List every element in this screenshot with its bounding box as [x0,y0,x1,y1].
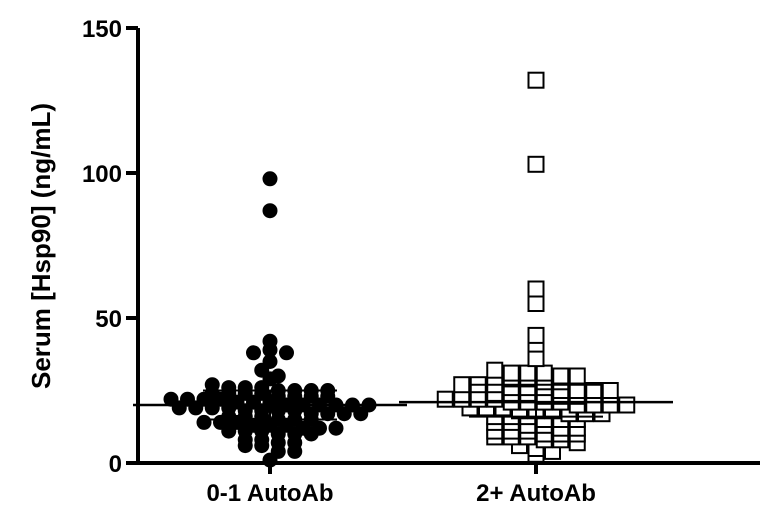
data-point [527,155,545,173]
data-point [453,390,471,408]
data-point [585,396,603,414]
data-point [601,396,619,414]
data-points [163,71,636,468]
data-point [262,203,278,219]
data-point [246,345,261,361]
mean-error-bars [133,383,673,421]
data-point [552,367,570,385]
data-point [486,361,504,379]
data-point [180,391,195,407]
data-point [469,390,487,408]
data-point [279,345,294,361]
y-tick-label: 150 [82,16,122,43]
data-point [618,396,636,414]
x-tick-label: 0-1 AutoAb [206,480,333,506]
data-point [262,333,278,349]
data-point [221,380,237,396]
data-point [270,368,286,384]
x-tick-label: 2+ AutoAb [476,480,596,506]
data-point [237,380,253,396]
data-point [601,382,619,399]
data-point [519,364,537,382]
y-tick-label: 100 [82,161,122,188]
data-point [527,280,545,298]
y-tick-label: 50 [95,306,122,333]
data-point [535,364,553,382]
data-point [568,367,586,385]
data-point [436,390,454,408]
data-point [262,171,278,187]
data-point [527,295,545,312]
data-point [527,350,545,368]
data-point [163,391,179,407]
data-point [527,326,545,344]
y-axis-title: Serum [Hsp90] (ng/mL) [26,103,56,389]
data-point [453,376,471,394]
data-point [527,71,545,89]
axes: 0 50 100 150 0-1 AutoAb 2+ AutoAb [82,16,760,506]
data-point [204,377,220,393]
data-point [196,414,212,430]
y-tick-label: 0 [109,451,122,478]
data-point [585,382,603,399]
data-point [502,364,520,382]
data-point [328,420,344,436]
data-point [262,354,278,369]
